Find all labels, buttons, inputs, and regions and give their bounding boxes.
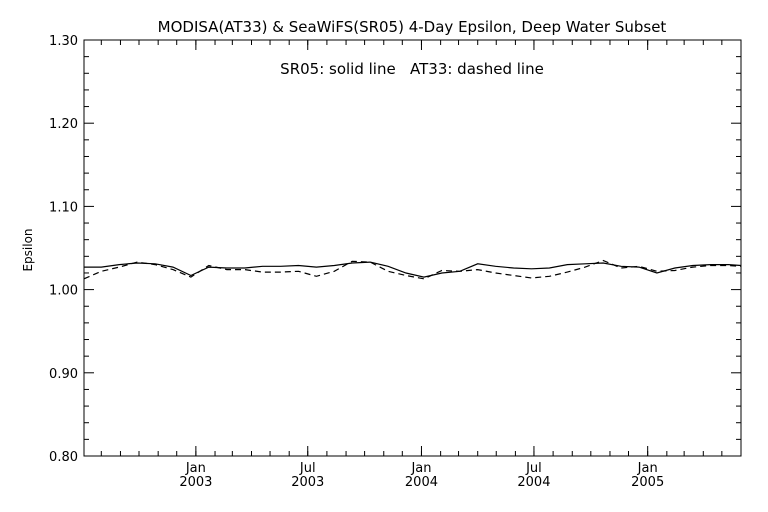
series-group	[83, 259, 742, 280]
x-tick-month-label: Jan	[185, 461, 206, 476]
x-tick-year-label: 2003	[179, 475, 212, 490]
y-tick-label: 1.00	[49, 284, 78, 299]
series-line-at33	[83, 259, 742, 280]
legend-annotation: SR05: solid line AT33: dashed line	[280, 60, 544, 78]
x-tick-year-label: 2005	[631, 475, 664, 490]
x-tick-year-label: 2003	[291, 475, 324, 490]
y-axis-label: Epsilon	[21, 228, 35, 271]
x-tick-month-label: Jul	[525, 461, 542, 476]
y-axis: 0.80 0.90 1.00 1.10 1.20 1.30	[49, 34, 741, 465]
x-tick-month-label: Jan	[637, 461, 658, 476]
y-tick-label: 1.20	[49, 117, 78, 132]
x-tick-year-label: 2004	[405, 475, 438, 490]
x-tick-month-label: Jul	[299, 461, 316, 476]
series-line-sr05	[84, 261, 742, 278]
x-tick-month-label: Jan	[410, 461, 431, 476]
x-tick-year-label: 2004	[517, 475, 550, 490]
y-tick-label: 1.10	[49, 200, 78, 215]
y-tick-label: 1.30	[49, 34, 78, 49]
plot-frame	[83, 39, 742, 457]
y-tick-label: 0.80	[49, 450, 78, 465]
y-tick-label: 0.90	[49, 367, 78, 382]
chart-title: MODISA(AT33) & SeaWiFS(SR05) 4-Day Epsil…	[158, 18, 667, 36]
